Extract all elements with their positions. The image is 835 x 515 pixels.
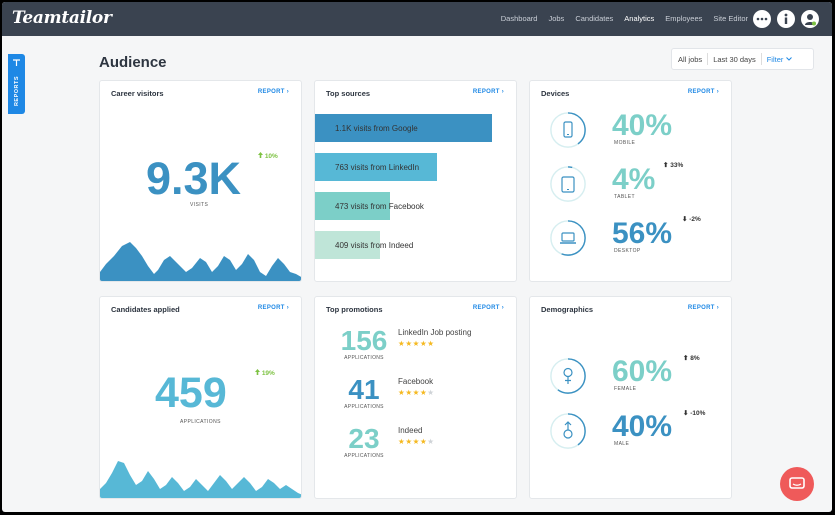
- rating-stars: ★★★★★: [398, 388, 435, 397]
- desktop-value: 56%: [612, 217, 673, 250]
- tablet-share-ring: [550, 166, 586, 202]
- devices-card: Devices REPORT › 40% MOBILE 4% TABLET ⬆ …: [529, 80, 732, 282]
- filter-bar: All jobs Last 30 days Filter: [671, 48, 814, 70]
- card-title: Career visitors: [111, 89, 164, 98]
- top-sources-card: Top sources REPORT › 1.1K visits from Go…: [314, 80, 517, 282]
- user-avatar-icon[interactable]: [801, 10, 819, 28]
- applications-value: 459: [155, 369, 227, 417]
- card-title: Top promotions: [326, 305, 383, 314]
- mobile-label: MOBILE: [614, 140, 636, 146]
- source-bar-facebook[interactable]: 473 visits from Facebook: [315, 192, 424, 220]
- report-link[interactable]: REPORT ›: [472, 305, 504, 311]
- promotion-label: APPLICATIONS: [344, 453, 384, 459]
- top-navigation-bar: Teamtailor Dashboard Jobs Candidates Ana…: [2, 2, 832, 36]
- desktop-icon: [560, 232, 576, 244]
- tablet-change: ⬆ 33%: [663, 162, 684, 169]
- source-bar-linkedin[interactable]: 763 visits from LinkedIn: [315, 153, 437, 181]
- divider: [760, 53, 762, 65]
- reports-tab-label: REPORTS: [14, 75, 20, 107]
- chevron-down-icon: [786, 57, 793, 61]
- report-link[interactable]: REPORT ›: [257, 89, 289, 95]
- tablet-icon: [561, 176, 575, 193]
- arrow-up-icon: [258, 152, 263, 158]
- card-title: Candidates applied: [111, 305, 180, 314]
- visits-sparkline: [100, 242, 301, 281]
- desktop-label: DESKTOP: [614, 248, 641, 254]
- applications-sparkline: [100, 461, 301, 498]
- chat-icon: [789, 477, 805, 489]
- reports-side-tab[interactable]: REPORTS: [8, 54, 25, 114]
- promotion-name: LinkedIn Job posting: [398, 328, 472, 337]
- tablet-value: 4%: [612, 163, 656, 196]
- pin-icon: [13, 59, 20, 66]
- info-icon[interactable]: [777, 10, 795, 28]
- mobile-value: 40%: [612, 109, 673, 142]
- applications-change: 19%: [255, 369, 275, 377]
- nav-jobs[interactable]: Jobs: [548, 14, 565, 23]
- female-share-ring: [550, 358, 586, 394]
- male-change: ⬇ -10%: [683, 410, 706, 417]
- divider: [707, 53, 709, 65]
- rating-stars: ★★★★★: [398, 339, 435, 348]
- female-change: ⬆ 8%: [683, 355, 700, 362]
- nav-employees[interactable]: Employees: [665, 14, 703, 23]
- card-title: Demographics: [541, 305, 594, 314]
- nav-analytics[interactable]: Analytics: [624, 14, 655, 23]
- mobile-share-ring: [550, 112, 586, 148]
- visits-value: 9.3K: [146, 153, 242, 204]
- logo[interactable]: Teamtailor: [12, 8, 112, 28]
- rating-stars: ★★★★★: [398, 437, 435, 446]
- promotion-name: Facebook: [398, 377, 434, 386]
- more-icon[interactable]: [753, 10, 771, 28]
- filter-button[interactable]: Filter: [766, 54, 784, 64]
- promotion-value: 41: [348, 374, 380, 405]
- visits-change: 10%: [258, 152, 278, 160]
- report-link[interactable]: REPORT ›: [257, 305, 289, 311]
- candidates-applied-card: Candidates applied REPORT › 459 APPLICAT…: [99, 296, 302, 499]
- demographics-card: Demographics REPORT › 60% FEMALE ⬆ 8% 40…: [529, 296, 732, 499]
- main-nav: Dashboard Jobs Candidates Analytics Empl…: [501, 14, 748, 23]
- report-link[interactable]: REPORT ›: [687, 305, 719, 311]
- nav-candidates[interactable]: Candidates: [575, 14, 614, 23]
- page-title: Audience: [99, 54, 167, 71]
- applications-label: APPLICATIONS: [180, 419, 221, 425]
- female-value: 60%: [612, 355, 673, 388]
- card-title: Devices: [541, 89, 570, 98]
- promotion-value: 156: [340, 325, 388, 356]
- report-link[interactable]: REPORT ›: [687, 89, 719, 95]
- female-icon: [563, 367, 573, 384]
- arrow-up-icon: [255, 369, 260, 375]
- promotion-value: 23: [348, 423, 380, 454]
- desktop-share-ring: [550, 220, 586, 256]
- top-promotions-card: Top promotions REPORT › 156 APPLICATIONS…: [314, 296, 517, 499]
- male-value: 40%: [612, 410, 673, 443]
- visits-label: VISITS: [190, 202, 209, 208]
- male-label: MALE: [614, 441, 630, 447]
- source-bar-indeed[interactable]: 409 visits from Indeed: [315, 231, 413, 259]
- female-label: FEMALE: [614, 386, 637, 392]
- desktop-change: ⬇ -2%: [682, 216, 701, 223]
- period-filter[interactable]: Last 30 days: [713, 54, 756, 64]
- tablet-label: TABLET: [614, 194, 635, 200]
- career-visitors-card: Career visitors REPORT › 9.3K VISITS 10%: [99, 80, 302, 282]
- nav-site-editor[interactable]: Site Editor: [713, 14, 748, 23]
- promotion-label: APPLICATIONS: [344, 404, 384, 410]
- male-icon: [563, 421, 573, 439]
- male-share-ring: [550, 413, 586, 449]
- report-link[interactable]: REPORT ›: [472, 89, 504, 95]
- mobile-icon: [563, 121, 573, 138]
- card-title: Top sources: [326, 89, 371, 98]
- all-jobs-filter[interactable]: All jobs: [678, 54, 703, 64]
- promotion-name: Indeed: [398, 426, 423, 435]
- chat-button[interactable]: [780, 467, 814, 501]
- source-bar-google[interactable]: 1.1K visits from Google: [315, 114, 492, 142]
- nav-dashboard[interactable]: Dashboard: [500, 14, 538, 23]
- promotion-label: APPLICATIONS: [344, 355, 384, 361]
